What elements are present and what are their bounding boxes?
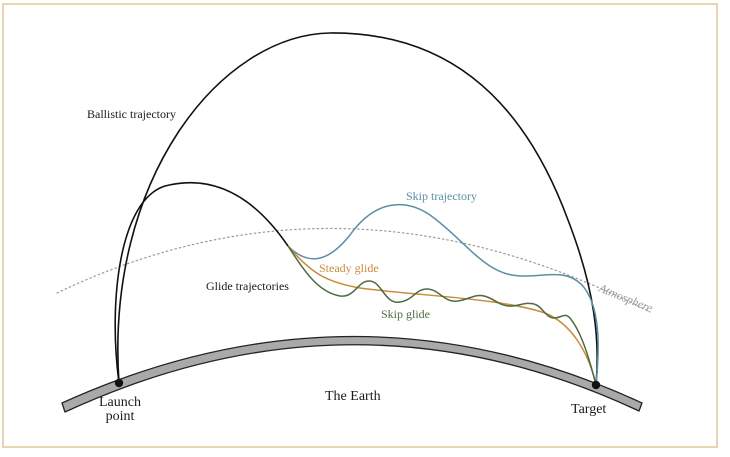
- diagram-frame: [2, 3, 718, 448]
- target-label: Target: [571, 402, 606, 417]
- glide-trajectories-label: Glide trajectories: [206, 279, 289, 293]
- atmosphere-boundary: [56, 227, 651, 313]
- ballistic-trajectory-line: [117, 32, 599, 386]
- skip-glide-line: [287, 245, 597, 386]
- glide-boost-line: [114, 181, 289, 384]
- skip-trajectory-label: Skip trajectory: [406, 189, 477, 203]
- launch-point-label-line1: Launch: [99, 395, 141, 410]
- earth-label: The Earth: [325, 389, 381, 404]
- skip-trajectory-line: [287, 203, 599, 386]
- earth-surface: [61, 335, 643, 413]
- steady-glide-label: Steady glide: [319, 261, 379, 275]
- launch-point-label-line2: point: [106, 409, 135, 424]
- launch-point-marker: [114, 378, 124, 388]
- atmosphere-label: Atmosphere: [596, 280, 656, 315]
- skip-glide-label: Skip glide: [381, 307, 430, 321]
- steady-glide-line: [287, 245, 597, 386]
- target-marker: [591, 380, 601, 390]
- ballistic-trajectory-label: Ballistic trajectory: [87, 107, 176, 121]
